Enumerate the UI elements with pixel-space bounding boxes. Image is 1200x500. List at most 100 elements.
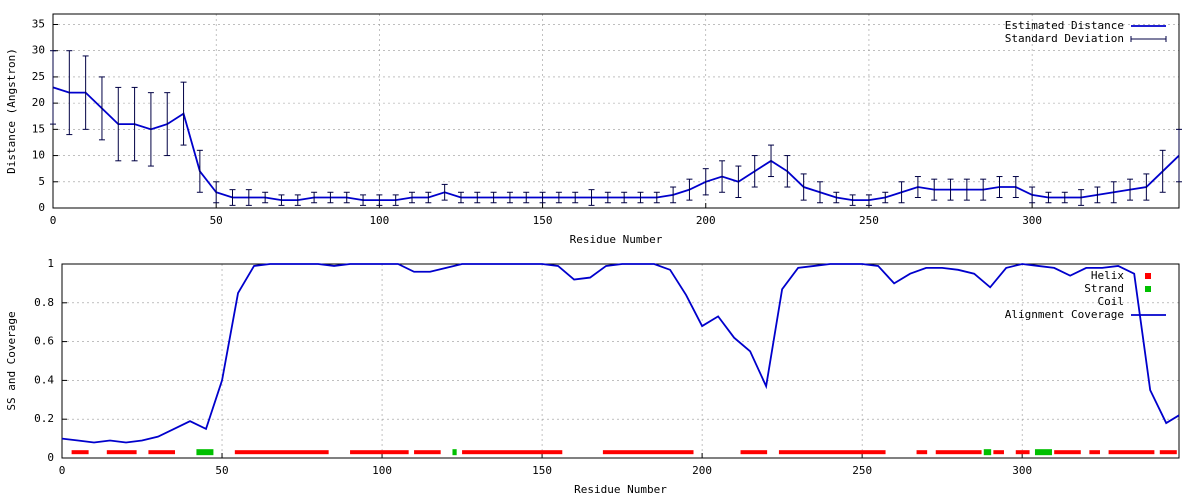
legend-label: Strand (1084, 282, 1124, 295)
error-bar (833, 191, 840, 204)
error-bar (1159, 149, 1166, 193)
error-bar (294, 194, 301, 206)
y-tick-label: 0.2 (34, 412, 54, 425)
error-bar (686, 178, 693, 201)
error-bar (376, 194, 383, 206)
y-tick-label: 0 (47, 451, 54, 464)
error-bar (1045, 191, 1052, 204)
error-bar (506, 191, 513, 204)
ss-segment (1089, 450, 1100, 455)
y-tick-label: 35 (32, 17, 45, 30)
error-bar (1176, 128, 1182, 183)
error-bar (441, 183, 448, 201)
error-bar (474, 191, 481, 204)
x-tick-label: 0 (50, 214, 57, 227)
ss-segment (993, 450, 1004, 455)
error-bar (800, 173, 807, 201)
y-tick-label: 25 (32, 70, 45, 83)
y-tick-label: 0 (38, 201, 45, 214)
y-tick-label: 30 (32, 44, 45, 57)
ss-segment (148, 450, 176, 455)
ss-segment (1108, 450, 1155, 455)
error-bar (1061, 191, 1068, 204)
x-tick-label: 250 (859, 214, 879, 227)
legend-swatch (1145, 286, 1151, 292)
error-bar (1029, 186, 1036, 204)
error-bar (262, 191, 269, 204)
error-bar (1127, 178, 1134, 201)
series-line (52, 86, 1180, 202)
legend-label: Coil (1098, 295, 1125, 308)
x-axis-label: Residue Number (570, 233, 663, 246)
error-bar (523, 191, 530, 204)
ss-segment (106, 450, 137, 455)
error-bar (229, 189, 236, 206)
y-tick-label: 5 (38, 175, 45, 188)
series-line (61, 263, 1180, 444)
error-bar (914, 176, 921, 199)
y-tick-label: 10 (32, 149, 45, 162)
x-tick-label: 150 (533, 214, 553, 227)
error-bar (996, 176, 1003, 199)
error-bar (882, 191, 889, 204)
legend-label: Alignment Coverage (1005, 308, 1124, 321)
x-tick-label: 200 (692, 464, 712, 477)
error-bar (947, 178, 954, 201)
ss-segment (1034, 449, 1052, 456)
error-bar (82, 55, 89, 130)
y-tick-label: 0.6 (34, 335, 54, 348)
error-bar (1110, 181, 1117, 204)
x-tick-label: 150 (532, 464, 552, 477)
error-bar (735, 165, 742, 199)
error-bar (147, 92, 154, 167)
error-bar (245, 189, 252, 206)
error-bar (621, 191, 628, 204)
error-bar (311, 191, 318, 204)
error-bar (604, 191, 611, 204)
error-bar (360, 194, 367, 206)
ss-segment (916, 450, 928, 455)
error-bar (213, 181, 220, 204)
x-tick-label: 50 (215, 464, 228, 477)
ss-segment (778, 450, 886, 455)
ss-segment (740, 450, 768, 455)
error-bar (653, 191, 660, 204)
error-bar (490, 191, 497, 204)
error-bar (784, 155, 791, 188)
error-bar (931, 178, 938, 201)
y-tick-label: 15 (32, 122, 45, 135)
ss-segment (602, 450, 694, 455)
error-bar (751, 155, 758, 188)
x-axis-label: Residue Number (574, 483, 667, 496)
error-bar (1094, 186, 1101, 204)
legend-swatch (1145, 273, 1151, 279)
error-bar (555, 191, 562, 204)
error-bar (1078, 189, 1085, 206)
error-bar (392, 194, 399, 206)
x-tick-label: 200 (696, 214, 716, 227)
legend-label: Helix (1091, 269, 1124, 282)
ss-segment (983, 449, 992, 456)
error-bar (98, 76, 105, 141)
error-bar (865, 194, 872, 206)
error-bar (343, 191, 350, 204)
error-bar (327, 191, 334, 204)
x-tick-label: 300 (1012, 464, 1032, 477)
error-bar (180, 81, 187, 146)
error-bar (588, 189, 595, 206)
error-bar (816, 181, 823, 204)
ss-segment (234, 450, 329, 455)
ss-segment (71, 450, 89, 455)
error-bar (409, 191, 416, 204)
ss-segment (414, 450, 441, 455)
error-bar (637, 191, 644, 204)
error-bar (164, 92, 171, 157)
ss-segment (196, 449, 214, 456)
error-bar (278, 194, 285, 206)
y-axis-label: SS and Coverage (5, 311, 18, 410)
error-bar (131, 86, 138, 162)
error-bar (670, 186, 677, 204)
ss-segment (935, 450, 982, 455)
error-bar (457, 191, 464, 204)
